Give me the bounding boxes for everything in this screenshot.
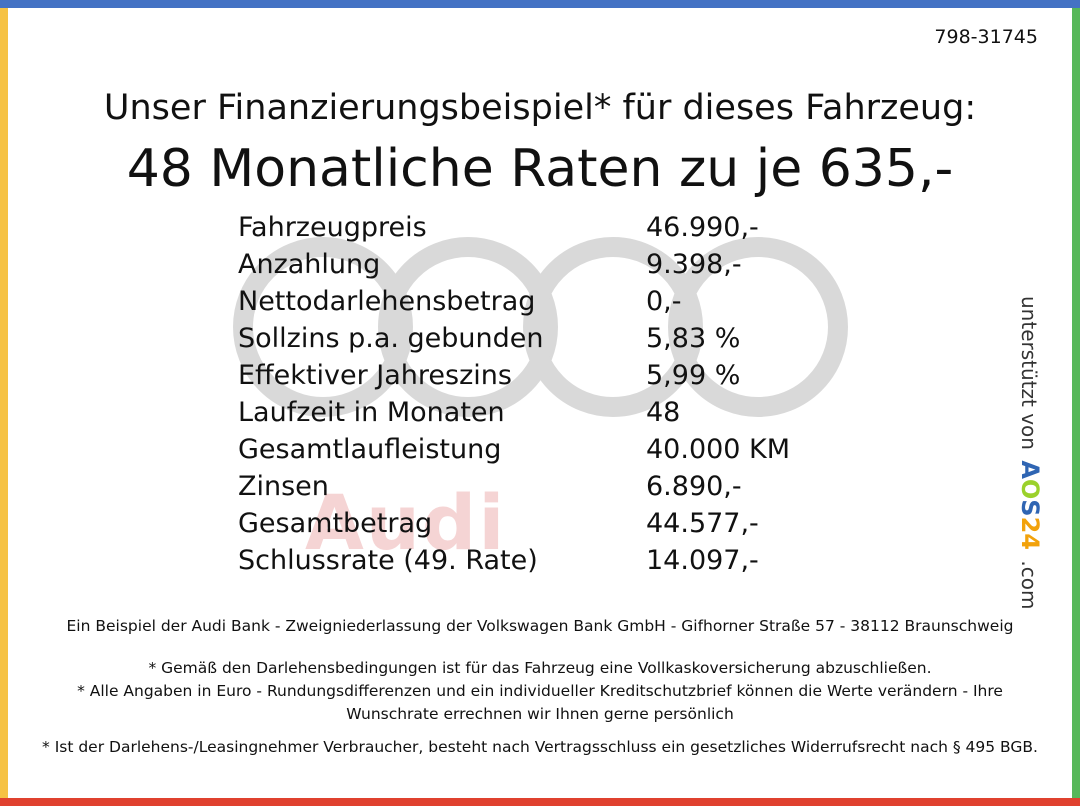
monthly-rate-headline: 48 Monatliche Raten zu je 635,-	[126, 139, 954, 199]
row-label: Nettodarlehensbetrag	[238, 286, 536, 317]
border-top	[0, 0, 1080, 8]
footnotes: * Gemäß den Darlehensbedingungen ist für…	[40, 657, 1040, 726]
withdrawal-notice: * Ist der Darlehens-/Leasingnehmer Verbr…	[42, 738, 1038, 756]
sponsor-suffix: .com	[1017, 560, 1041, 610]
aos24-logo: AOS24	[1016, 460, 1044, 550]
four-rings-logo-icon	[233, 237, 848, 417]
row-value: 40.000 KM	[646, 434, 791, 465]
bank-disclaimer: Ein Beispiel der Audi Bank - Zweignieder…	[66, 617, 1014, 635]
row-label: Schlussrate (49. Rate)	[238, 545, 538, 576]
border-right	[1072, 8, 1080, 798]
row-label: Zinsen	[238, 471, 329, 502]
row-label: Effektiver Jahreszins	[238, 360, 512, 391]
row-label: Fahrzeugpreis	[238, 212, 427, 243]
row-label: Sollzins p.a. gebunden	[238, 323, 544, 354]
border-bottom	[0, 798, 1080, 806]
row-value: 9.398,-	[646, 249, 742, 280]
reference-number: 798-31745	[934, 26, 1038, 48]
headline: Unser Finanzierungsbeispiel* für dieses …	[103, 88, 977, 128]
row-value: 5,99 %	[646, 360, 741, 391]
row-value: 14.097,-	[646, 545, 759, 576]
sponsor-prefix: unterstützt von	[1017, 296, 1041, 450]
row-value: 44.577,-	[646, 508, 759, 539]
footnote: * Alle Angaben in Euro - Rundungsdiffere…	[77, 682, 1003, 723]
row-label: Anzahlung	[238, 249, 381, 280]
brand-watermark-text: Audi	[305, 478, 507, 567]
row-value: 46.990,-	[646, 212, 759, 243]
row-value: 0,-	[646, 286, 682, 317]
row-label: Laufzeit in Monaten	[238, 397, 505, 428]
row-value: 5,83 %	[646, 323, 741, 354]
footnote: * Gemäß den Darlehensbedingungen ist für…	[148, 659, 932, 677]
row-label: Gesamtlaufleistung	[238, 434, 502, 465]
row-value: 48	[646, 397, 681, 428]
border-left	[0, 8, 8, 798]
row-value: 6.890,-	[646, 471, 742, 502]
row-label: Gesamtbetrag	[238, 508, 433, 539]
